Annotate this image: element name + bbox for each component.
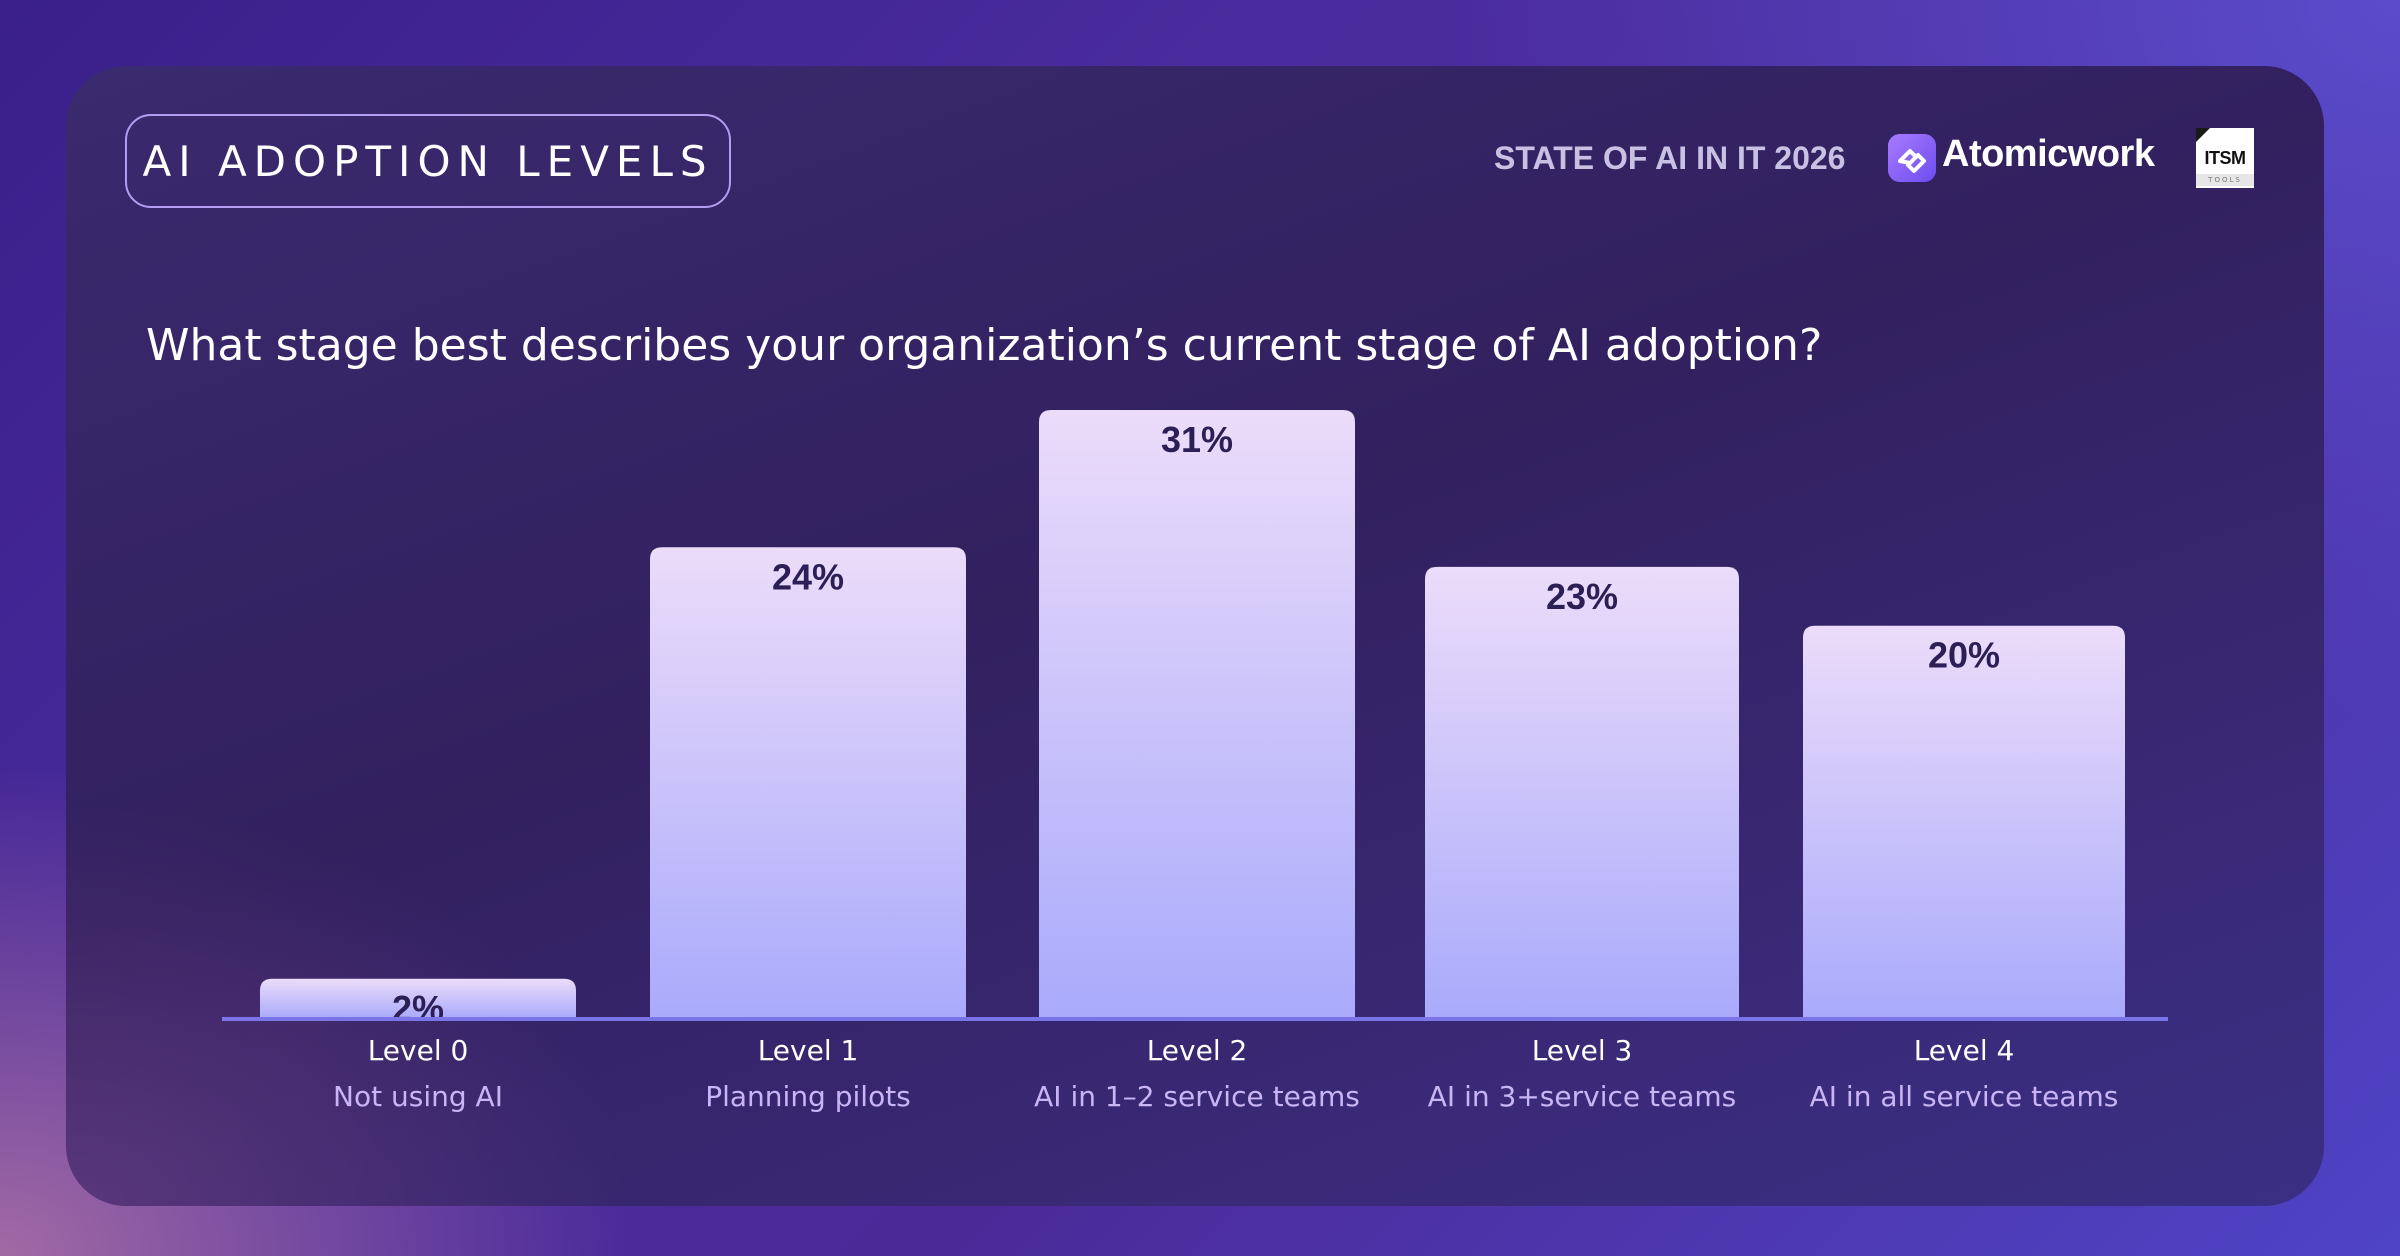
section-pill: AI ADOPTION LEVELS	[125, 114, 731, 208]
atomicwork-logo-icon	[1888, 134, 1936, 182]
bar-value-label: 31%	[1161, 419, 1233, 460]
itsm-tools-logo: ITSM TOOLS	[2196, 128, 2254, 188]
chart-question: What stage best describes your organizat…	[146, 320, 1823, 371]
bar-value-label: 24%	[772, 556, 844, 597]
bar-value-label: 23%	[1546, 576, 1618, 617]
itsm-logo-subtext: TOOLS	[2196, 174, 2254, 186]
bar	[1425, 566, 1739, 1018]
section-pill-label: AI ADOPTION LEVELS	[142, 136, 714, 186]
category-label: Level 4	[1914, 1034, 2015, 1067]
bar	[650, 547, 966, 1018]
bar	[260, 978, 576, 1018]
category-sublabel: Planning pilots	[705, 1080, 911, 1113]
category-sublabel: Not using AI	[333, 1080, 503, 1113]
category-sublabel: AI in 1–2 service teams	[1034, 1080, 1360, 1113]
category-label: Level 0	[368, 1034, 469, 1067]
category-label: Level 1	[758, 1034, 859, 1067]
bar	[1803, 625, 2125, 1018]
brand-name: Atomicwork	[1942, 133, 2155, 175]
category-sublabel: AI in all service teams	[1810, 1080, 2119, 1113]
bar-value-label: 2%	[392, 988, 444, 1029]
itsm-logo-text: ITSM	[2204, 148, 2247, 168]
report-label: STATE OF AI IN IT 2026	[1494, 140, 1846, 176]
flag-icon	[2196, 128, 2210, 142]
category-label: Level 2	[1147, 1034, 1248, 1067]
bar	[1039, 410, 1355, 1018]
bar-value-label: 20%	[1928, 635, 2000, 676]
category-label: Level 3	[1532, 1034, 1633, 1067]
category-sublabel: AI in 3+service teams	[1428, 1080, 1736, 1113]
